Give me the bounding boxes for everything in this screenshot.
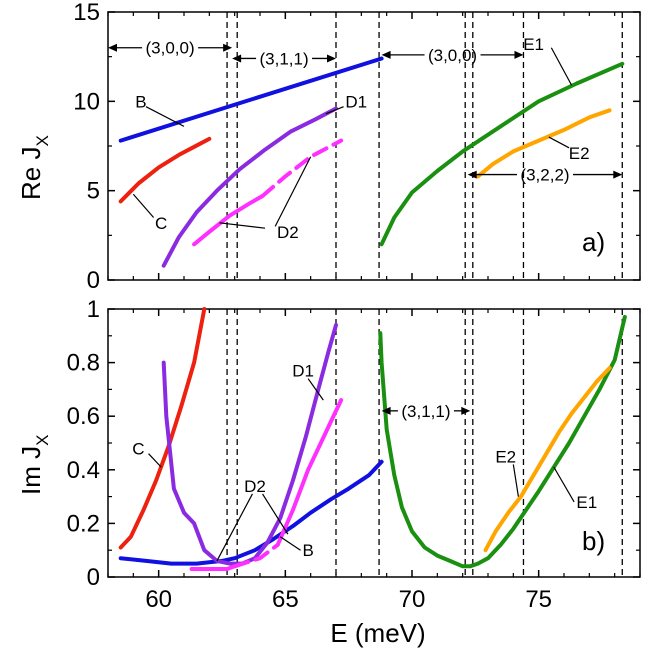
panel-a-range-arrowhead [467,170,477,179]
panel-b-range-arrowhead [381,406,391,415]
panel-a-range-arrowhead [108,43,117,52]
panel-b-ytick-label: 0.6 [67,403,100,430]
panel-a-series-label-e1: E1 [523,35,544,54]
panel-a-series-e2 [475,108,612,179]
panel-b-series-d2 [189,564,237,571]
panel-b-series-label-b: B [302,541,313,560]
panel-b-frame [107,308,641,578]
panel-a-range-label: (3,2,2) [520,166,569,185]
panel-a-range-arrowhead [613,170,623,179]
panel-a-series-label-c: C [155,214,167,233]
x-tick-label: 75 [525,586,552,613]
panel-a-series-d2 [260,138,344,198]
panel-a-series-label-d2: D2 [277,223,299,242]
panel-a-range-arrowhead [232,54,242,63]
panel-b-ytick-label: 1 [87,296,100,323]
panel-b-series-e2 [483,366,612,553]
panel-a-ytick-label: 0 [87,267,100,294]
panel-b-series-d2 [232,542,280,569]
panel-b-leader-line [279,536,301,551]
panel-a-ylabel-main: Re J [16,147,46,200]
panel-a-range-arrowhead [514,50,524,59]
panel-a-series-label-b: B [135,92,146,111]
panel-a-ytick-label: 15 [73,0,100,26]
panel-a-series-label-d1: D1 [345,92,367,111]
panel-b-label: b) [582,526,605,556]
panel-a-series-d2 [192,194,265,247]
panel-a-ytick-label: 10 [73,88,100,115]
x-tick-label: 65 [272,586,299,613]
panel-a-range-label: (3,0,0) [428,46,477,65]
panel-a-label: a) [582,227,605,257]
panel-a-series-label-e2: E2 [569,144,590,163]
panel-b-leader-line [262,493,289,535]
panel-b-ytick-label: 0 [87,564,100,591]
panel-b-plot: Im JX b) E (meV) 0 0.2 0.4 0.6 0.8 1 60 65 70 75 (… [16,296,641,648]
panel-b-leader-line [216,493,253,562]
panel-a-leader-line [132,193,155,218]
panel-b-series-e1 [378,315,627,569]
panel-b-ylabel-sub: X [33,435,52,446]
panel-b-series-c [118,307,207,550]
panel-a-leader-line [145,106,185,127]
x-tick-label: 60 [145,586,172,613]
panel-b-ylabel: Im JX [16,435,52,495]
panel-b-leader-line [512,464,519,497]
panel-a-leader-line [219,222,266,229]
panel-b-series-label-e2: E2 [495,447,516,466]
panel-b-series-d2 [275,398,344,547]
panel-b-ytick-label: 0.2 [67,510,100,537]
panel-b-leader-line [148,453,162,468]
panel-a-series-e1 [379,61,625,247]
panel-b-ytick-label: 0.4 [67,457,100,484]
panel-b-series-label-d2: D2 [244,477,266,496]
panel-a-series-c [118,136,212,204]
panel-a-range-arrowhead [327,54,336,63]
x-tick-label: 70 [399,586,426,613]
panel-b-leader-line [553,466,575,503]
panel-b-range-label: (3,1,1) [401,402,450,421]
panel-a-range-arrowhead [381,50,391,59]
panel-a-plot: Re JX a) 0 5 10 15 (3,0,0) (3,1,1) (3,0,0) (3,2… [16,0,641,294]
panel-a-leader-line [325,106,344,115]
panel-b-series-label-c: C [132,439,144,458]
panel-b-range-arrowhead [461,406,471,415]
panel-a-ylabel-sub: X [33,135,52,146]
panel-b-series-label-d1: D1 [292,362,314,381]
panel-a-range-label: (3,1,1) [259,49,308,68]
x-axis-label: E (meV) [330,618,425,648]
panel-a-leader-line [550,47,573,86]
panel-a-leader-line [274,156,312,227]
panel-b-ylabel-main: Im J [16,446,46,495]
panel-b-leader-line [307,378,324,401]
panel-a-ytick-label: 5 [87,178,100,205]
panel-a-range-arrowhead [223,43,233,52]
panel-a-series-d1 [161,106,338,268]
panel-b-series-label-e1: E1 [576,493,597,512]
panel-a-leader-line [548,136,570,149]
panel-a-range-label: (3,0,0) [145,39,194,58]
panel-b-ytick-label: 0.8 [67,350,100,377]
panel-a-series-b [118,56,384,143]
panel-a-ylabel: Re JX [16,135,52,200]
